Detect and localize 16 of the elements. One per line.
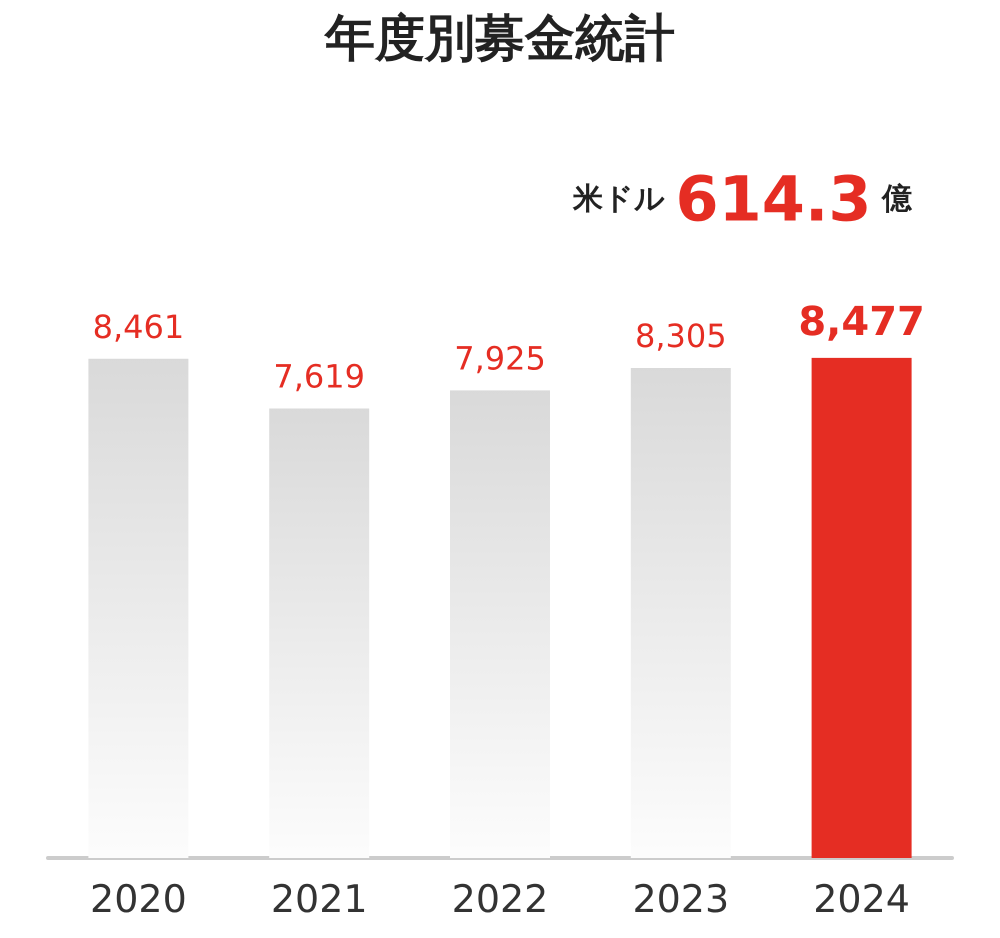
x-tick-label: 2022 — [452, 877, 548, 921]
data-label: 7,925 — [454, 339, 546, 378]
bar — [88, 358, 188, 858]
data-label: 7,619 — [273, 357, 366, 396]
x-tick-label: 2024 — [813, 877, 910, 921]
data-label: 8,305 — [634, 317, 727, 356]
data-label: 8,477 — [798, 298, 925, 345]
bar — [450, 390, 550, 858]
chart-title: 年度別募金統計 — [323, 9, 675, 67]
x-tick-label: 2021 — [270, 877, 368, 921]
bar — [812, 358, 912, 858]
data-label: 8,461 — [92, 308, 184, 346]
bar — [269, 408, 370, 858]
bar — [630, 368, 731, 858]
x-tick-label: 2020 — [90, 877, 187, 921]
x-tick-label: 2023 — [632, 877, 730, 921]
